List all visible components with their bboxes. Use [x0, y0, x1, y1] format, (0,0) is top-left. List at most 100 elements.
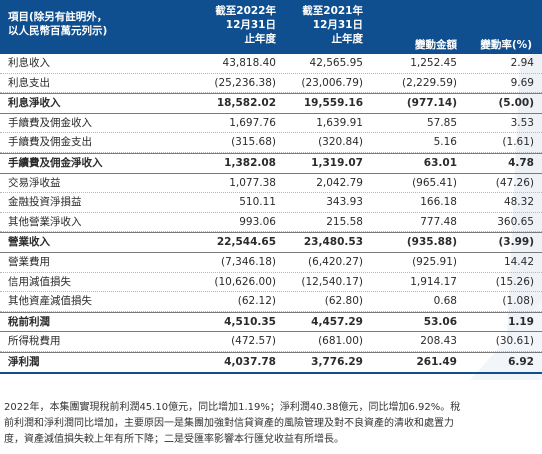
cell-v2021: 19,559.16 [303, 97, 363, 110]
cell-pct: 6.92 [508, 355, 534, 368]
cell-name: 營業收入 [8, 236, 50, 249]
table-body: 利息收入 43,818.40 42,565.95 1,252.45 2.94 利息支出 (2… [0, 54, 542, 374]
table-row: 利息支出 (25,236.38) (23,006.79) (2,229.59) 9.69 [0, 74, 542, 94]
cell-v2021: 2,042.79 [316, 176, 363, 189]
cell-name: 交易淨收益 [8, 176, 61, 189]
cell-v2021: (23,006.79) [301, 76, 363, 89]
cell-v2022: 4,037.78 [224, 355, 276, 368]
cell-v2021: 215.58 [326, 215, 363, 228]
cell-change: 1,914.17 [410, 275, 457, 288]
table-row: 信用減值損失 (10,626.00) (12,540.17) 1,914.17 (15.… [0, 273, 542, 293]
cell-pct: (47.26) [495, 176, 534, 189]
cell-v2021: (320.84) [318, 136, 363, 149]
cell-v2021: 23,480.53 [303, 236, 363, 249]
cell-change: 63.01 [423, 156, 457, 169]
cell-name: 利息支出 [8, 76, 50, 89]
cell-name: 其他資產減值損失 [8, 295, 92, 308]
cell-v2021: 3,776.29 [311, 355, 363, 368]
cell-v2022: (25,236.38) [214, 76, 276, 89]
header-item-label: 項目(除另有註明外， 以人民幣百萬元列示) [8, 10, 107, 38]
cell-v2021: 1,639.91 [316, 116, 363, 129]
cell-v2022: 1,382.08 [224, 156, 276, 169]
cell-change: (965.41) [412, 176, 457, 189]
table-row: 利息收入 43,818.40 42,565.95 1,252.45 2.94 [0, 54, 542, 74]
cell-v2022: 1,697.76 [229, 116, 276, 129]
cell-v2022: (10,626.00) [214, 275, 276, 288]
cell-v2021: (681.00) [318, 335, 363, 348]
cell-name: 營業費用 [8, 255, 50, 268]
cell-v2022: (472.57) [231, 335, 276, 348]
cell-name: 稅前利潤 [8, 315, 50, 328]
cell-pct: (1.61) [502, 136, 534, 149]
cell-v2022: 22,544.65 [216, 236, 276, 249]
cell-pct: (1.08) [502, 295, 534, 308]
cell-pct: 14.42 [503, 255, 534, 268]
cell-change: 208.43 [420, 335, 457, 348]
summary-paragraph: 2022年，本集團實現稅前利潤45.10億元，同比增加1.19%；淨利潤40.3… [4, 402, 461, 445]
income-statement-table: 項目(除另有註明外， 以人民幣百萬元列示) 截至2022年 12月31日 止年度… [0, 0, 542, 374]
table-row: 淨利潤 4,037.78 3,776.29 261.49 6.92 [0, 351, 542, 374]
table-row: 營業費用 (7,346.18) (6,420.27) (925.91) 14.42 [0, 253, 542, 273]
cell-pct: 48.32 [503, 196, 534, 209]
cell-v2021: (6,420.27) [308, 255, 363, 268]
cell-pct: 360.65 [497, 215, 534, 228]
cell-name: 手續費及佣金收入 [8, 116, 92, 129]
cell-pct: 2.94 [510, 57, 534, 69]
table-row: 利息淨收入 18,582.02 19,559.16 (977.14) (5.00) [0, 93, 542, 114]
cell-name: 利息淨收入 [8, 97, 61, 110]
cell-name: 信用減值損失 [8, 275, 71, 288]
header-col-change-pct: 變動率(%) [480, 39, 532, 51]
cell-v2022: (62.12) [237, 295, 276, 308]
cell-v2021: (12,540.17) [301, 275, 363, 288]
cell-v2022: 1,077.38 [229, 176, 276, 189]
cell-pct: (15.26) [495, 275, 534, 288]
table-row: 所得稅費用 (472.57) (681.00) 208.43 (30.61) [0, 332, 542, 352]
table-row: 交易淨收益 1,077.38 2,042.79 (965.41) (47.26) [0, 174, 542, 194]
cell-pct: (5.00) [498, 97, 534, 110]
cell-name: 其他營業淨收入 [8, 215, 82, 228]
cell-change: (977.14) [406, 97, 457, 110]
cell-pct: (30.61) [495, 335, 534, 348]
cell-v2021: 42,565.95 [309, 57, 363, 69]
cell-pct: (3.99) [498, 236, 534, 249]
table-header: 項目(除另有註明外， 以人民幣百萬元列示) 截至2022年 12月31日 止年度… [0, 0, 542, 54]
cell-change: 777.48 [420, 215, 457, 228]
cell-v2022: 18,582.02 [216, 97, 276, 110]
cell-name: 手續費及佣金支出 [8, 136, 92, 149]
cell-v2022: (315.68) [231, 136, 276, 149]
cell-v2021: 4,457.29 [311, 315, 363, 328]
table-row: 營業收入 22,544.65 23,480.53 (935.88) (3.99) [0, 232, 542, 253]
cell-change: 261.49 [416, 355, 457, 368]
cell-change: 166.18 [420, 196, 457, 209]
cell-name: 金融投資淨損益 [8, 196, 82, 209]
table-row: 其他資產減值損失 (62.12) (62.80) 0.68 (1.08) [0, 292, 542, 312]
header-col-change: 變動金額 [415, 39, 457, 51]
cell-name: 利息收入 [8, 57, 50, 69]
cell-v2022: 993.06 [239, 215, 276, 228]
cell-v2022: (7,346.18) [221, 255, 276, 268]
cell-pct: 1.19 [508, 315, 534, 328]
table-row: 金融投資淨損益 510.11 343.93 166.18 48.32 [0, 193, 542, 213]
header-col-2022: 截至2022年 12月31日 止年度 [215, 5, 276, 45]
cell-v2022: 510.11 [239, 196, 276, 209]
cell-v2022: 4,510.35 [224, 315, 276, 328]
cell-v2021: 343.93 [326, 196, 363, 209]
cell-change: (2,229.59) [402, 76, 457, 89]
cell-change: 5.16 [433, 136, 457, 149]
cell-change: 53.06 [423, 315, 457, 328]
cell-pct: 3.53 [510, 116, 534, 129]
header-col-2021: 截至2021年 12月31日 止年度 [302, 5, 363, 45]
cell-name: 所得稅費用 [8, 335, 61, 348]
table-row: 手續費及佣金支出 (315.68) (320.84) 5.16 (1.61) [0, 133, 542, 153]
cell-change: 0.68 [433, 295, 457, 308]
cell-pct: 4.78 [508, 156, 534, 169]
table-row: 手續費及佣金收入 1,697.76 1,639.91 57.85 3.53 [0, 114, 542, 134]
cell-v2021: 1,319.07 [311, 156, 363, 169]
table-row: 其他營業淨收入 993.06 215.58 777.48 360.65 [0, 213, 542, 233]
header-label-line2: 以人民幣百萬元列示) [8, 25, 108, 37]
table-row: 手續費及佣金淨收入 1,382.08 1,319.07 63.01 4.78 [0, 152, 542, 174]
header-label-line1: 項目(除另有註明外， [8, 11, 108, 23]
cell-pct: 9.69 [510, 76, 534, 89]
cell-change: (935.88) [406, 236, 457, 249]
cell-v2022: 43,818.40 [222, 57, 276, 69]
